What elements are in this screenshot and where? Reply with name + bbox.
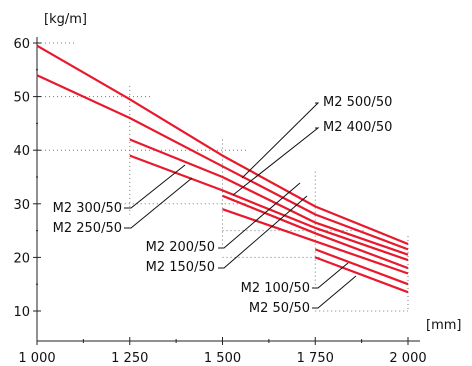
series-line-m2-150-50 bbox=[222, 208, 409, 275]
y-tick-label: 40 bbox=[13, 144, 30, 159]
ticks: 10 20 30 40 50 60 1 000 1 250 1 500 1 750 2 000 bbox=[13, 37, 426, 366]
series-label-m2-100-50: M2 100/50 bbox=[241, 281, 310, 296]
series-line-m2-200-50 bbox=[222, 194, 409, 270]
y-tick-label: 60 bbox=[13, 37, 30, 52]
series-lines bbox=[36, 44, 409, 294]
series-line-m2-100-50 bbox=[314, 248, 409, 286]
x-tick-label: 1 500 bbox=[204, 351, 241, 366]
y-tick-label: 50 bbox=[13, 91, 30, 106]
series-label-m2-50-50: M2 50/50 bbox=[249, 301, 310, 316]
series-label-m2-500-50: M2 500/50 bbox=[323, 95, 392, 110]
series-label-m2-200-50: M2 200/50 bbox=[146, 240, 215, 255]
series-label-m2-150-50: M2 150/50 bbox=[146, 260, 215, 275]
leader-line-m2-500-50 bbox=[241, 102, 320, 179]
x-axis-unit: [mm] bbox=[426, 318, 461, 333]
leader-line-m2-400-50 bbox=[232, 127, 320, 196]
x-tick-label: 1 250 bbox=[111, 351, 148, 366]
y-tick-label: 10 bbox=[13, 305, 30, 320]
series-line-m2-50-50 bbox=[314, 256, 409, 294]
series-line-m2-300-50 bbox=[129, 138, 409, 256]
series-line-m2-400-50 bbox=[36, 74, 409, 251]
leader-line-m2-50-50 bbox=[312, 275, 357, 309]
y-tick-label: 20 bbox=[13, 251, 30, 266]
leader-line-m2-300-50 bbox=[124, 164, 186, 209]
series-label-m2-400-50: M2 400/50 bbox=[323, 120, 392, 135]
axes bbox=[36, 37, 420, 342]
x-tick-label: 1 750 bbox=[297, 351, 334, 366]
leader-line-m2-200-50 bbox=[218, 182, 301, 249]
leader-line-m2-100-50 bbox=[312, 262, 349, 289]
series-line-m2-500-50 bbox=[36, 44, 409, 246]
series-label-m2-250-50: M2 250/50 bbox=[53, 221, 122, 236]
series-labels: M2 500/50 M2 400/50 M2 300/50 M2 250/50 M2 2… bbox=[53, 95, 393, 316]
y-tick-label: 30 bbox=[13, 198, 30, 213]
leader-line-m2-250-50 bbox=[124, 177, 193, 229]
leader-line-m2-150-50 bbox=[218, 195, 308, 269]
x-tick-label: 2 000 bbox=[389, 351, 426, 366]
x-tick-label: 1 000 bbox=[18, 351, 55, 366]
y-axis-unit: [kg/m] bbox=[44, 12, 87, 27]
series-label-m2-300-50: M2 300/50 bbox=[53, 201, 122, 216]
